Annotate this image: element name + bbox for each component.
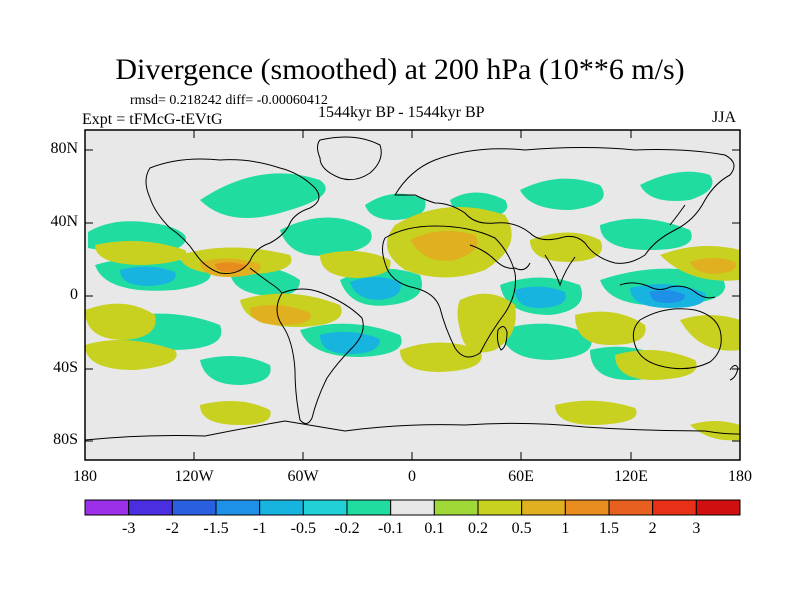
colorbar-swatch [302,499,348,516]
colorbar-label: 1.5 [599,520,619,537]
colorbar-swatch [477,499,523,516]
colorbar-swatch [608,499,654,516]
field-blob [410,231,478,261]
colorbar-swatch [390,499,435,516]
lat-label: 40N [50,213,78,230]
colorbar-label: -1.5 [203,520,229,537]
colorbar-label: -2 [165,520,179,537]
lon-label: 180 [728,468,752,485]
colorbar-swatch [128,499,173,516]
coast-india [544,254,576,287]
field-blob [520,178,604,210]
coastlines [85,136,740,441]
coast-greenland [317,136,382,181]
colorbar-swatch [695,499,741,516]
colorbar-swatch [521,499,566,516]
field-blob [500,323,592,360]
colorbar-swatch [652,499,697,516]
coast-eurasia [394,147,735,264]
field-blob [575,311,646,345]
colorbar-swatch [171,499,217,516]
coast-southeast-asia [619,282,716,299]
field-blob [85,340,177,370]
field-blob [280,217,372,256]
coast-north-america [145,158,320,274]
field-blob [457,293,516,353]
coast-new-zealand [729,364,739,381]
field-blob [200,401,271,425]
field-blob [365,193,426,220]
field-blob [515,286,566,308]
season-label: JJA [712,109,737,126]
lon-label: 0 [408,468,416,485]
field-layer [85,171,740,441]
lon-label: 60E [508,468,534,485]
stats-label: rmsd= 0.218242 diff= -0.00060412 [130,93,328,108]
coast-south-america [276,288,364,424]
map-title: Divergence (smoothed) at 200 hPa (10**6 … [115,53,685,86]
lon-label: 120E [614,468,648,485]
field-blob [95,241,187,265]
lat-label: 80S [53,431,78,448]
colorbar-swatch [564,499,610,516]
field-blob [320,331,380,354]
field-blob [200,173,326,218]
field-blob [320,251,391,278]
colorbar-swatch [433,499,479,516]
lon-label: 180 [73,468,97,485]
coast-africa [382,225,516,358]
field-blob [250,304,311,325]
coast-antarctica [85,420,740,441]
coast-madagascar [496,326,508,351]
colorbar-label: 0.1 [424,520,445,537]
colorbar-label: 1 [561,520,570,537]
lon-label: 120W [174,468,214,485]
coast-australia [632,308,722,370]
field-blob [690,421,740,441]
colorbar-label: -1 [252,520,267,537]
field-blob [215,262,246,272]
field-blob [350,277,401,300]
field-blob [400,342,482,372]
colorbar-swatch [215,499,261,516]
colorbar-label: -3 [121,520,136,537]
colorbar-label: -0.5 [290,520,316,537]
field-blob [680,315,740,351]
colorbar-label: 3 [692,520,701,537]
colorbar-label: 2 [648,520,657,537]
field-blob [200,356,271,385]
field-blob [600,218,692,250]
colorbar-label: -0.2 [334,520,360,537]
colorbar [84,499,741,516]
experiment-label: Expt = tFMcG-tEVtG [82,111,223,128]
colorbar-label: 0.5 [511,520,532,537]
lat-label: 40S [53,359,78,376]
colorbar-swatch [84,499,130,516]
colorbar-label: 0.2 [468,520,488,537]
axis-ticks [84,130,741,460]
lat-label: 0 [70,286,78,303]
coast-arabia [469,244,531,271]
field-blob [650,290,685,303]
period-label: 1544kyr BP - 1544kyr BP [318,104,485,121]
coast-central-america [249,267,283,294]
field-blob [690,258,736,274]
lon-label: 60W [287,468,319,485]
colorbar-swatch [346,499,392,516]
coast-japan [669,204,686,226]
lat-label: 80N [50,140,78,157]
field-blob [555,400,637,425]
field-blob [85,303,156,340]
field-blob [120,266,176,286]
colorbar-swatch [259,499,304,516]
field-blob [640,171,713,201]
colorbar-label: -0.1 [377,520,404,537]
